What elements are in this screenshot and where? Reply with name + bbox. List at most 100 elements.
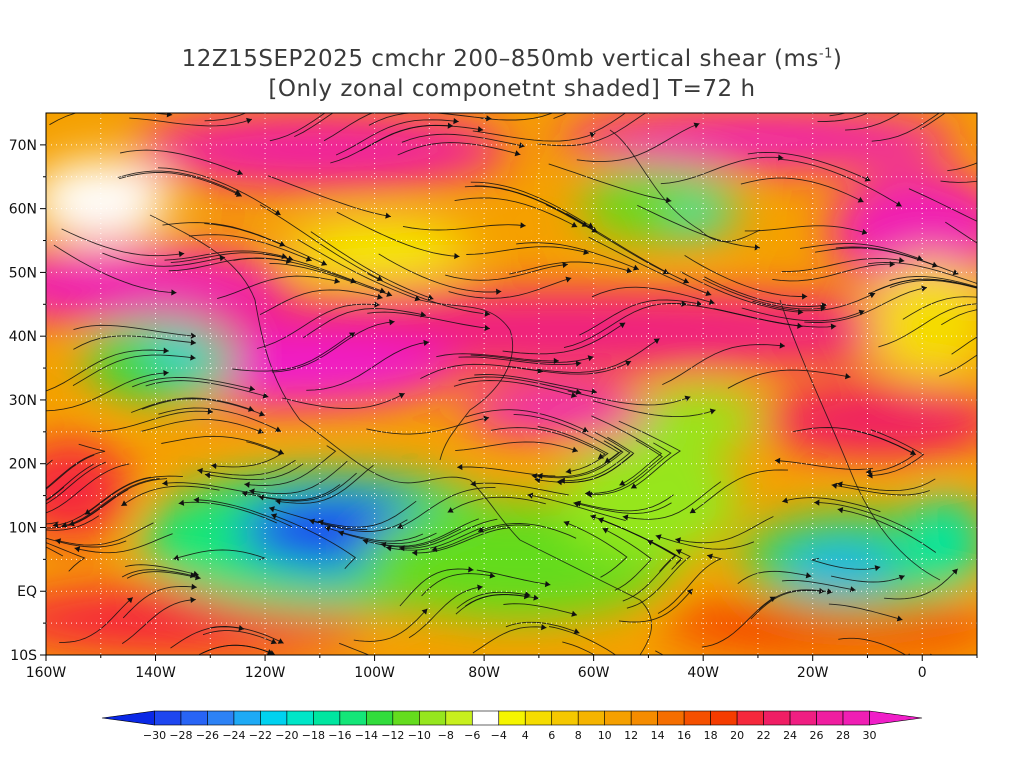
lat-tick-label: 10N: [9, 520, 37, 536]
streamline: [838, 637, 907, 655]
streamline: [258, 472, 357, 502]
streamline: [84, 475, 183, 515]
streamline: [271, 321, 395, 373]
lon-tick-label: 80W: [468, 665, 500, 681]
streamline-arrow: [207, 408, 214, 415]
streamline: [306, 341, 430, 391]
streamline: [829, 113, 848, 117]
streamline-arrow: [537, 472, 543, 480]
streamline-arrow: [197, 467, 203, 474]
streamline: [73, 324, 197, 337]
streamline: [52, 476, 151, 527]
streamline-arrow: [191, 583, 197, 590]
streamline-arrow: [421, 608, 428, 615]
streamline-arrow: [246, 117, 252, 124]
streamline-arrow: [774, 457, 781, 464]
streamline-arrow: [779, 342, 785, 349]
streamline: [121, 599, 196, 644]
streamline: [46, 486, 65, 502]
streamline: [837, 478, 936, 492]
streamline-arrow: [647, 540, 654, 546]
streamline: [122, 585, 197, 619]
streamline: [713, 308, 837, 328]
streamline-arrow: [676, 549, 682, 555]
streamline-arrow: [684, 395, 691, 402]
colorbar-label: −28: [169, 729, 192, 742]
streamline-arrow: [844, 373, 851, 380]
lon-tick-label: 120W: [245, 665, 286, 681]
streamline: [368, 113, 492, 126]
streamline-arrow: [190, 596, 196, 604]
streamline: [637, 204, 761, 249]
streamline: [129, 117, 253, 127]
streamline: [141, 398, 265, 416]
streamline-arrow: [582, 426, 589, 433]
streamline: [513, 413, 620, 464]
streamline-arrow: [619, 322, 626, 329]
streamline: [837, 508, 937, 553]
streamline-arrow: [622, 514, 629, 521]
streamline: [269, 262, 393, 297]
streamline: [362, 528, 462, 548]
streamline: [161, 435, 285, 455]
streamline: [431, 524, 530, 551]
streamline: [947, 162, 977, 172]
streamline-arrow: [262, 392, 269, 399]
streamline: [884, 568, 959, 600]
streamline: [397, 487, 496, 529]
streamline: [835, 246, 959, 275]
streamline: [889, 276, 977, 288]
streamline: [399, 518, 498, 549]
streamline-arrow: [453, 117, 459, 125]
plot-frame: [45, 112, 978, 656]
streamline-arrow: [178, 499, 185, 506]
streamline-arrow: [898, 257, 905, 264]
streamline: [448, 277, 572, 299]
colorbar-label: 4: [522, 729, 529, 742]
streamline-arrow: [602, 527, 609, 534]
streamline-arrow: [309, 518, 316, 525]
streamline: [131, 397, 255, 413]
streamline: [309, 519, 408, 532]
streamline: [121, 569, 196, 578]
streamline-arrow: [162, 480, 168, 487]
colorbar-swatch: [524, 710, 553, 726]
streamline-arrow: [837, 507, 844, 514]
streamline: [46, 515, 100, 531]
streamline-arrow: [258, 494, 265, 501]
streamline-arrow: [802, 293, 808, 300]
streamline-arrow: [952, 269, 959, 276]
streamline: [323, 113, 374, 142]
streamline: [939, 354, 977, 377]
streamline-arrow: [269, 650, 276, 655]
colorbar-label: 20: [730, 729, 744, 742]
streamline-arrow: [705, 290, 712, 296]
streamline-arrow: [437, 93, 443, 99]
streamline: [170, 252, 294, 264]
streamline: [204, 463, 304, 481]
streamline-arrow: [689, 507, 696, 514]
streamline: [120, 149, 243, 175]
streamline: [590, 515, 683, 564]
streamline: [727, 369, 851, 389]
streamline-arrow: [193, 496, 199, 503]
streamline-arrow: [271, 513, 278, 520]
streamline-arrow: [1006, 293, 1012, 299]
lat-tick-label: 40N: [9, 329, 37, 345]
streamline: [817, 113, 870, 122]
streamline: [814, 501, 913, 532]
streamline-arrow: [399, 545, 405, 552]
streamline: [941, 309, 977, 326]
streamline: [562, 641, 596, 655]
streamline-arrow: [998, 718, 1004, 724]
streamline-arrow: [385, 212, 391, 219]
streamline-arrow: [244, 481, 250, 488]
streamline: [618, 588, 693, 623]
colorbar-label: −16: [328, 729, 351, 742]
streamline-arrow: [682, 277, 689, 284]
streamline-arrow: [947, 65, 952, 71]
streamline: [145, 380, 269, 398]
streamline: [366, 417, 490, 435]
streamline: [622, 540, 677, 602]
